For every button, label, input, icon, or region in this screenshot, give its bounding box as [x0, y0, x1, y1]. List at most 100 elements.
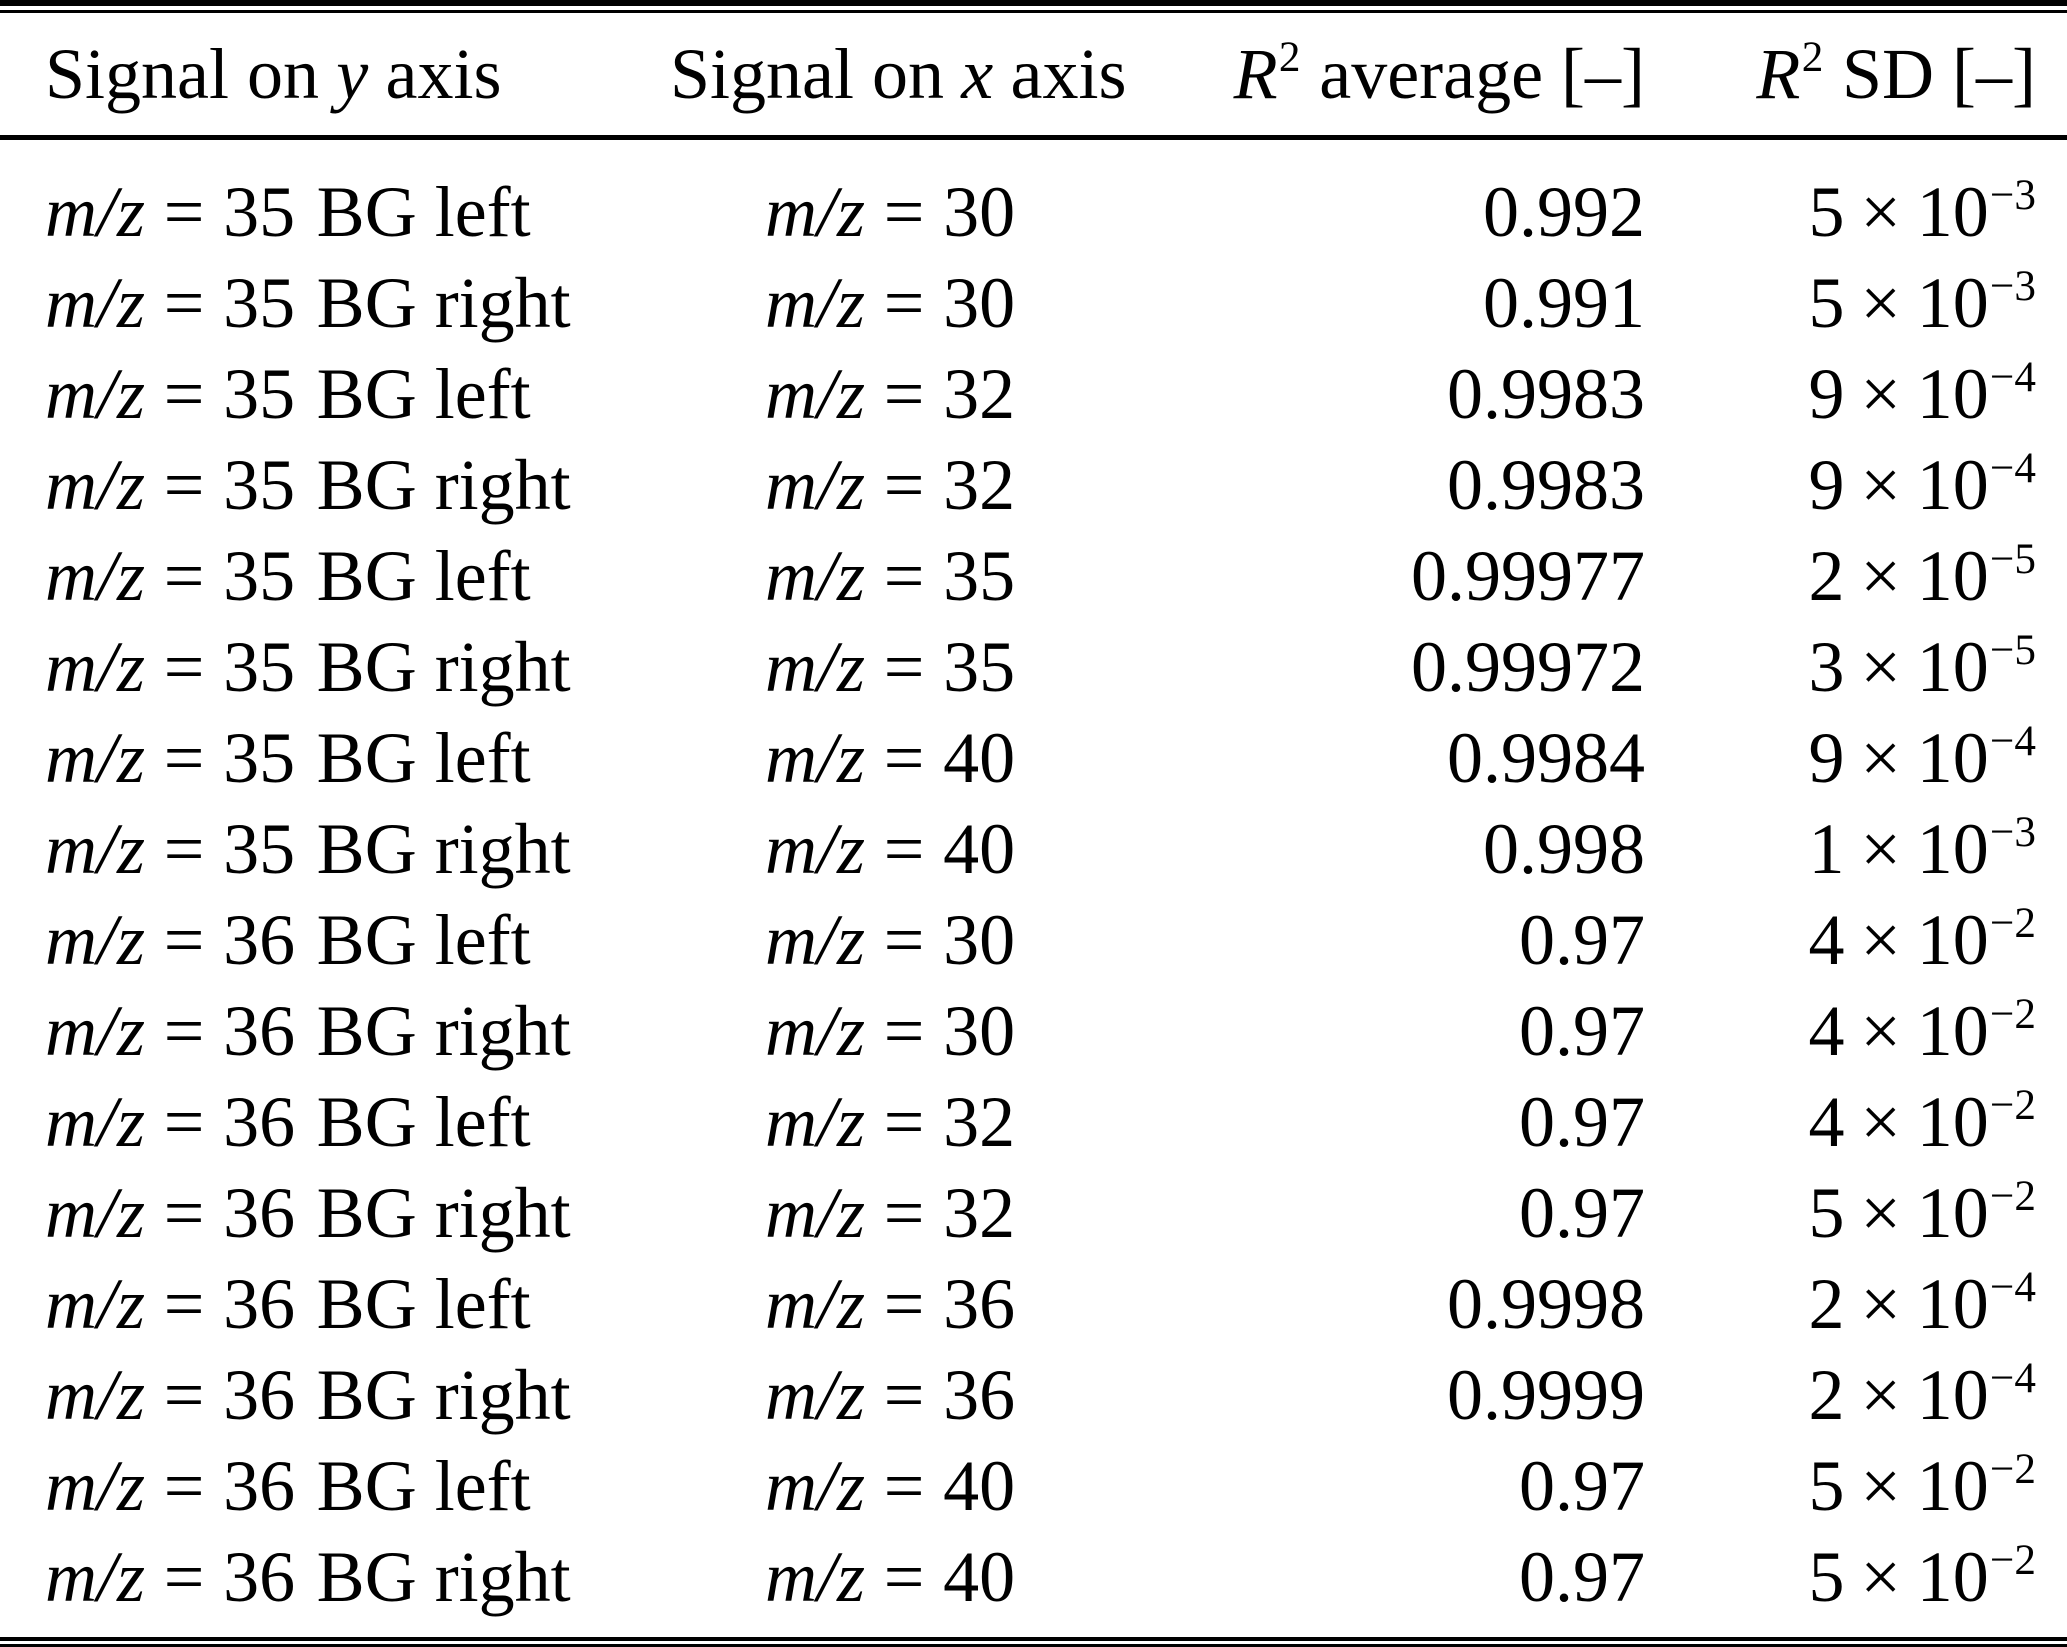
- header-text: Signal on: [670, 33, 945, 114]
- mz-symbol: m/z: [765, 1446, 866, 1526]
- mz-value: 32: [943, 354, 1016, 434]
- equals-sign: =: [883, 627, 925, 707]
- sd-coefficient: 2: [1808, 1264, 1845, 1344]
- r2-average-value: 0.9998: [1447, 1264, 1645, 1344]
- table-row: m/z = 36 BG left m/z = 40 0.97 5 × 10−2: [0, 1441, 2067, 1532]
- table-body: m/z = 35 BG left m/z = 30 0.992 5 × 10−3 m/z = 35 BG r…: [0, 140, 2067, 1623]
- mz-symbol: m/z: [765, 1173, 866, 1253]
- math-var-y: y: [336, 33, 369, 114]
- signal-y-cell: m/z = 36 BG right: [0, 1354, 660, 1437]
- signal-x-cell: m/z = 36: [660, 1354, 1140, 1437]
- r2-average-value: 0.9999: [1447, 1355, 1645, 1435]
- r2-average-cell: 0.991: [1140, 262, 1645, 345]
- r2-average-cell: 0.97: [1140, 1536, 1645, 1619]
- signal-y-cell: m/z = 36 BG left: [0, 1445, 660, 1528]
- multiplication-sign: ×: [1860, 1355, 1901, 1435]
- power-base: 10: [1916, 536, 1989, 616]
- mz-symbol: m/z: [765, 991, 866, 1071]
- r2-sd-cell: 5 × 10−3: [1645, 262, 2067, 345]
- signal-x-cell: m/z = 30: [660, 899, 1140, 982]
- r2-average-value: 0.9983: [1447, 354, 1645, 434]
- multiplication-sign: ×: [1860, 536, 1901, 616]
- power-exponent: −4: [1990, 1264, 2036, 1312]
- r2-average-cell: 0.9983: [1140, 353, 1645, 436]
- multiplication-sign: ×: [1860, 1082, 1901, 1162]
- r2-average-value: 0.99977: [1411, 536, 1645, 616]
- r2-sd-cell: 3 × 10−5: [1645, 626, 2067, 709]
- sd-coefficient: 9: [1808, 718, 1845, 798]
- r2-average-cell: 0.97: [1140, 1172, 1645, 1255]
- r2-sd-cell: 9 × 10−4: [1645, 353, 2067, 436]
- r2-average-value: 0.9983: [1447, 445, 1645, 525]
- mz-symbol: m/z: [45, 536, 146, 616]
- multiplication-sign: ×: [1860, 718, 1901, 798]
- table-row: m/z = 36 BG left m/z = 32 0.97 4 × 10−2: [0, 1077, 2067, 1168]
- multiplication-sign: ×: [1860, 445, 1901, 525]
- r2-sd-cell: 5 × 10−2: [1645, 1172, 2067, 1255]
- equals-sign: =: [883, 1264, 925, 1344]
- equals-sign: =: [163, 172, 205, 252]
- mz-value: 30: [943, 991, 1016, 1071]
- sd-coefficient: 9: [1808, 445, 1845, 525]
- r2-average-value: 0.9984: [1447, 718, 1645, 798]
- signal-x-cell: m/z = 32: [660, 1081, 1140, 1164]
- equals-sign: =: [883, 1446, 925, 1526]
- power-exponent: −2: [1990, 991, 2036, 1039]
- power-exponent: −3: [1990, 172, 2036, 220]
- r2-sd-cell: 9 × 10−4: [1645, 444, 2067, 527]
- power-exponent: −2: [1990, 1173, 2036, 1221]
- signal-x-cell: m/z = 30: [660, 262, 1140, 345]
- power-base: 10: [1916, 1537, 1989, 1617]
- table-row: m/z = 35 BG left m/z = 35 0.99977 2 × 10−5: [0, 531, 2067, 622]
- table-row: m/z = 35 BG right m/z = 35 0.99972 3 × 10−5: [0, 622, 2067, 713]
- bg-side-label: BG right: [316, 263, 571, 343]
- col-header-r2-sd: R2 SD [–]: [1645, 33, 2067, 116]
- mz-symbol: m/z: [45, 991, 146, 1071]
- r2-sd-cell: 5 × 10−2: [1645, 1445, 2067, 1528]
- signal-x-cell: m/z = 32: [660, 444, 1140, 527]
- multiplication-sign: ×: [1860, 1173, 1901, 1253]
- mz-value: 36: [223, 1082, 296, 1162]
- mz-value: 36: [943, 1355, 1016, 1435]
- power-base: 10: [1916, 172, 1989, 252]
- equals-sign: =: [883, 354, 925, 434]
- multiplication-sign: ×: [1860, 627, 1901, 707]
- mz-value: 35: [223, 445, 296, 525]
- power-base: 10: [1916, 1446, 1989, 1526]
- mz-symbol: m/z: [45, 627, 146, 707]
- equals-sign: =: [163, 1082, 205, 1162]
- equals-sign: =: [883, 1082, 925, 1162]
- signal-x-cell: m/z = 36: [660, 1263, 1140, 1346]
- sd-coefficient: 1: [1808, 809, 1845, 889]
- mz-symbol: m/z: [765, 1082, 866, 1162]
- mz-value: 30: [943, 172, 1016, 252]
- mz-symbol: m/z: [765, 536, 866, 616]
- equals-sign: =: [163, 1355, 205, 1435]
- mz-symbol: m/z: [765, 718, 866, 798]
- mz-symbol: m/z: [45, 1264, 146, 1344]
- equals-sign: =: [163, 718, 205, 798]
- signal-y-cell: m/z = 36 BG right: [0, 1172, 660, 1255]
- r2-average-value: 0.97: [1519, 991, 1645, 1071]
- signal-x-cell: m/z = 30: [660, 171, 1140, 254]
- signal-x-cell: m/z = 35: [660, 535, 1140, 618]
- mz-symbol: m/z: [45, 354, 146, 434]
- superscript-2: 2: [1278, 33, 1301, 81]
- power-exponent: −2: [1990, 1537, 2036, 1585]
- sd-coefficient: 2: [1808, 536, 1845, 616]
- power-base: 10: [1916, 354, 1989, 434]
- mz-symbol: m/z: [765, 1537, 866, 1617]
- multiplication-sign: ×: [1860, 1537, 1901, 1617]
- table-row: m/z = 35 BG right m/z = 32 0.9983 9 × 10−4: [0, 440, 2067, 531]
- equals-sign: =: [163, 1537, 205, 1617]
- r2-average-cell: 0.9984: [1140, 717, 1645, 800]
- equals-sign: =: [883, 263, 925, 343]
- signal-x-cell: m/z = 40: [660, 808, 1140, 891]
- equals-sign: =: [883, 991, 925, 1071]
- mz-value: 32: [943, 1082, 1016, 1162]
- power-base: 10: [1916, 1264, 1989, 1344]
- mz-value: 35: [223, 263, 296, 343]
- r2-sd-cell: 1 × 10−3: [1645, 808, 2067, 891]
- r2-average-cell: 0.9998: [1140, 1263, 1645, 1346]
